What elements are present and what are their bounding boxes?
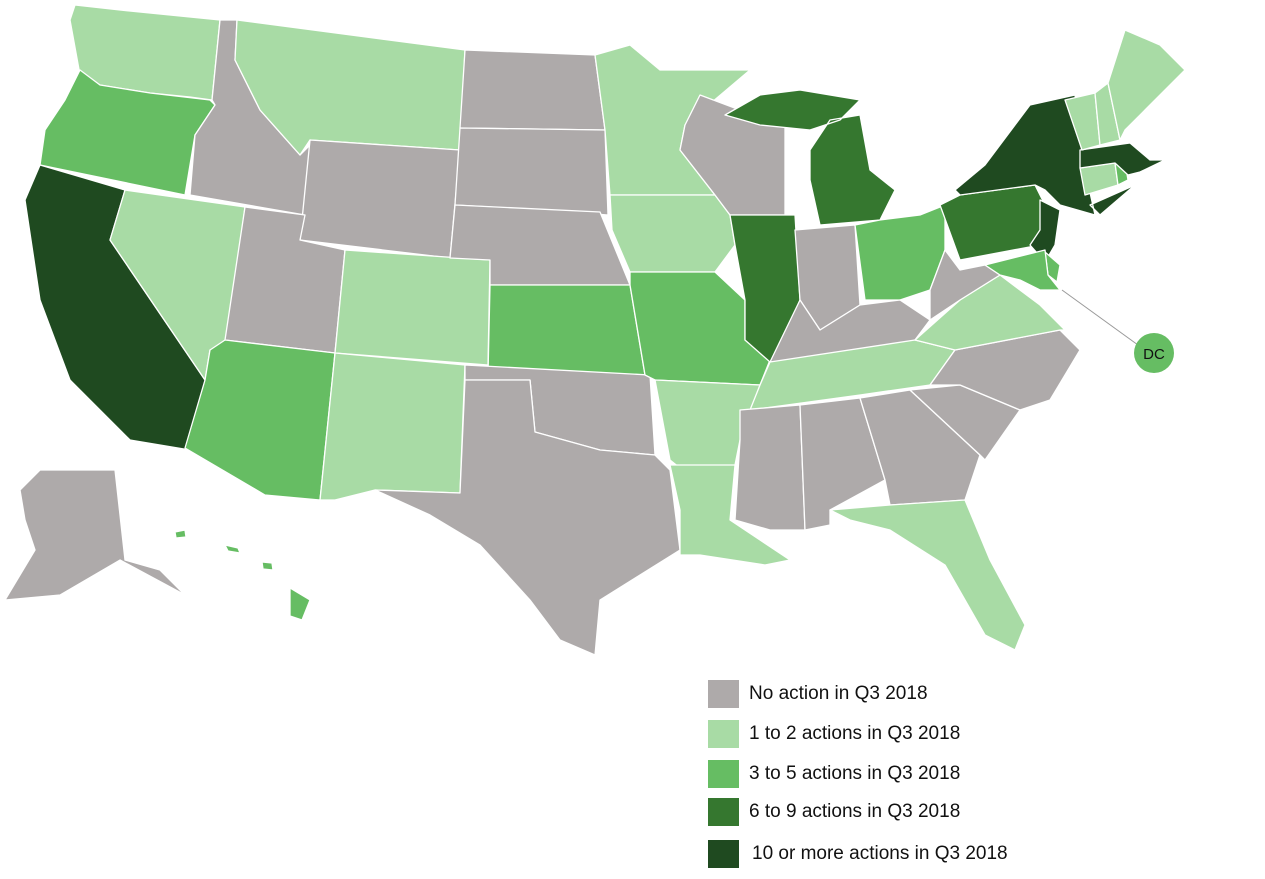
- state-KS[interactable]: [487, 284, 646, 376]
- legend-swatch-none: [708, 680, 739, 708]
- dc-leader-line: [1061, 289, 1139, 346]
- dc-label: DC: [1143, 346, 1165, 363]
- state-AZ[interactable]: [184, 339, 336, 501]
- legend-swatch-10-plus: [708, 840, 739, 868]
- state-CO[interactable]: [334, 249, 491, 366]
- state-FL[interactable]: [829, 499, 1026, 651]
- state-MD[interactable]: [984, 249, 1061, 291]
- legend-item-10-plus: 10 or more actions in Q3 2018: [708, 840, 1008, 868]
- legend-item-1-2: 1 to 2 actions in Q3 2018: [708, 720, 960, 748]
- legend-label: No action in Q3 2018: [749, 683, 928, 704]
- legend-item-3-5: 3 to 5 actions in Q3 2018: [708, 760, 960, 788]
- state-ND[interactable]: [459, 49, 606, 131]
- state-LA[interactable]: [669, 464, 791, 566]
- legend-swatch-1-2: [708, 720, 739, 748]
- state-TX[interactable]: [374, 379, 681, 656]
- legend-item-none: No action in Q3 2018: [708, 680, 928, 708]
- legend-swatch-3-5: [708, 760, 739, 788]
- legend-label: 1 to 2 actions in Q3 2018: [749, 723, 961, 744]
- state-WY[interactable]: [299, 139, 461, 259]
- state-NM[interactable]: [319, 352, 466, 501]
- state-MI[interactable]: [724, 89, 896, 226]
- legend-label: 6 to 9 actions in Q3 2018: [749, 801, 961, 822]
- state-MS[interactable]: [734, 404, 806, 531]
- state-DC[interactable]: [1134, 333, 1174, 373]
- legend-label: 10 or more actions in Q3 2018: [752, 843, 1008, 864]
- legend-label: 3 to 5 actions in Q3 2018: [749, 763, 961, 784]
- states-layer: [4, 4, 1186, 656]
- state-SD[interactable]: [454, 127, 609, 216]
- legend-swatch-6-9: [708, 798, 739, 826]
- state-MA[interactable]: [1079, 142, 1166, 176]
- state-ME[interactable]: [1107, 29, 1186, 141]
- state-SC[interactable]: [909, 384, 1021, 461]
- state-AK[interactable]: [4, 469, 186, 601]
- state-HI[interactable]: [174, 529, 311, 621]
- state-NY[interactable]: [954, 94, 1136, 216]
- legend-item-6-9: 6 to 9 actions in Q3 2018: [708, 798, 960, 826]
- state-IA[interactable]: [609, 194, 736, 273]
